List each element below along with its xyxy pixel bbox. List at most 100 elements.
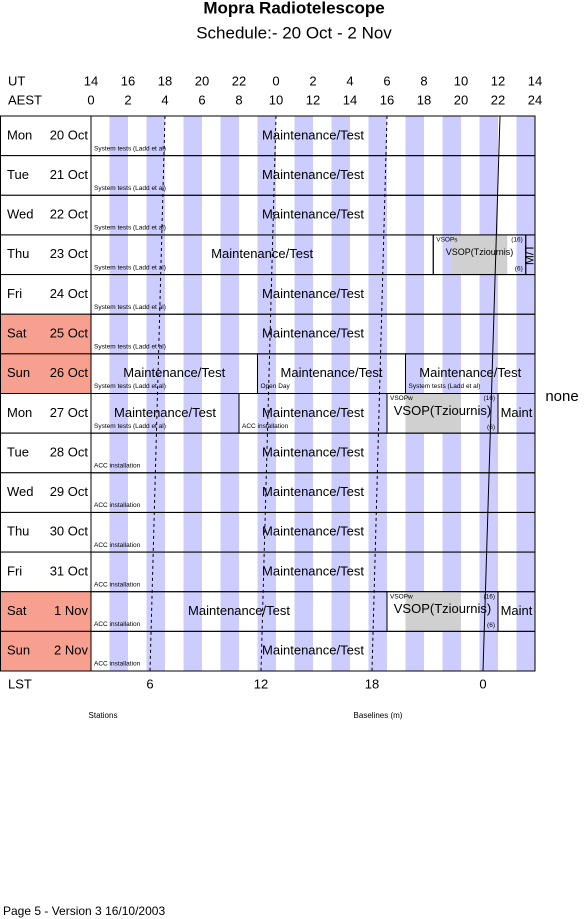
lst-label: LST	[8, 676, 32, 691]
ut-tick: 8	[420, 73, 427, 88]
block-note: System tests (Ladd et al)	[94, 344, 166, 351]
block-note: System tests (Ladd et al)	[94, 145, 166, 152]
aest-tick: 2	[124, 92, 131, 107]
day-cell	[0, 591, 92, 632]
day-date: 20 Oct	[50, 127, 89, 142]
block-note: ACC installation	[242, 423, 289, 430]
day-date: 2 Nov	[54, 643, 88, 658]
day-date: 22 Oct	[50, 207, 89, 222]
stations-label: Stations	[89, 711, 118, 720]
block-tag: VSOPw	[390, 395, 413, 402]
block-note: Open Day	[261, 383, 291, 390]
day-date: 24 Oct	[50, 286, 89, 301]
block-label: VSOP(Tziournis)	[446, 247, 514, 257]
count-top: (16)	[483, 593, 495, 600]
block-label: Maintenance/Test	[188, 603, 290, 618]
block-label: Maintenance/Test	[281, 365, 383, 380]
day-name: Wed	[7, 484, 34, 499]
block-label: Maintenance/Test	[419, 365, 521, 380]
day-name: Mon	[7, 127, 32, 142]
day-date: 26 Oct	[50, 365, 89, 380]
block-label: VSOP(Tziournis)	[394, 403, 492, 418]
lst-line	[482, 115, 501, 672]
block-note: System tests (Ladd et al)	[94, 185, 166, 192]
side-note: none	[545, 388, 578, 405]
block-label: Maintenance/Test	[262, 524, 364, 539]
vsop-shade	[451, 234, 508, 275]
block-label: Maintenance/Test	[262, 207, 364, 222]
lst-tick: 12	[254, 676, 268, 691]
count-bottom: (6)	[487, 424, 495, 431]
ut-tick: 14	[84, 73, 98, 88]
block-label: Maint	[501, 405, 533, 420]
block-note: ACC installation	[94, 502, 141, 509]
day-name: Tue	[7, 444, 29, 459]
block-note: ACC installation	[94, 621, 141, 628]
block-note: ACC installation	[94, 581, 141, 588]
block-label: Maintenance/Test	[262, 484, 364, 499]
aest-tick: 4	[161, 92, 168, 107]
day-date: 25 Oct	[50, 325, 89, 340]
day-name: Fri	[7, 563, 22, 578]
day-date: 27 Oct	[50, 405, 89, 420]
day-name: Sun	[7, 643, 30, 658]
block-label: Maintenance/Test	[262, 444, 364, 459]
aest-tick: 24	[528, 92, 542, 107]
block-tag: VSOPw	[390, 593, 413, 600]
block-label: VSOP(Tziournis)	[394, 601, 492, 616]
block-note: System tests (Ladd et al)	[409, 383, 481, 390]
day-cell	[0, 155, 92, 196]
ut-tick: 6	[383, 73, 390, 88]
title: Mopra Radiotelescope	[203, 0, 384, 17]
day-cell	[0, 353, 92, 395]
day-name: Fri	[7, 286, 22, 301]
block-note: System tests (Ladd et al)	[94, 304, 166, 311]
day-cell	[0, 630, 92, 672]
block-label: Maintenance/Test	[211, 246, 313, 261]
day-name: Mon	[7, 405, 32, 420]
count-top: (16)	[511, 237, 523, 244]
block-label: Maintenance/Test	[262, 127, 364, 142]
lst-tick: 18	[365, 676, 379, 691]
lst-tick: 6	[146, 676, 153, 691]
block-label: Maintenance/Test	[123, 365, 225, 380]
block-note: ACC installation	[94, 542, 141, 549]
ut-tick: 4	[346, 73, 353, 88]
baselines-label: Baselines (m)	[354, 711, 403, 720]
day-cell	[0, 274, 92, 315]
block-label: Maintenance/Test	[114, 405, 216, 420]
aest-tick: 10	[269, 92, 283, 107]
ut-tick: 20	[195, 73, 209, 88]
ut-tick: 22	[232, 73, 246, 88]
block-note: System tests (Ladd et al)	[94, 423, 166, 430]
day-cell	[0, 115, 92, 157]
schedule-grid: 14 16 18 20 22 0 2 4 6 8 10 12 140 2 4 6 8 10 12 14 16 18 20 22…	[0, 73, 542, 691]
block-note: ACC installation	[94, 463, 141, 470]
block-note: System tests (Ladd et al)	[94, 383, 166, 390]
aest-tick: 20	[454, 92, 468, 107]
block-label: Maintenance/Test	[262, 167, 364, 182]
day-date: 28 Oct	[50, 444, 89, 459]
block-label: Maint	[501, 603, 533, 618]
aest-tick: 22	[491, 92, 505, 107]
ut-tick: 10	[454, 73, 468, 88]
day-name: Tue	[7, 167, 29, 182]
day-cell	[0, 393, 92, 434]
block-label: Maintenance/Test	[262, 405, 364, 420]
block-label: Maintenance/Test	[262, 643, 364, 658]
day-date: 31 Oct	[50, 563, 89, 578]
day-date: 30 Oct	[50, 524, 89, 539]
ut-tick: 16	[121, 73, 135, 88]
day-cell	[0, 472, 92, 513]
count-bottom: (6)	[515, 265, 523, 272]
lst-tick: 0	[479, 676, 486, 691]
block-label: Maintenance/Test	[262, 286, 364, 301]
lst-line	[260, 115, 277, 672]
block-note: System tests (Ladd et al)	[94, 264, 166, 271]
day-name: Sat	[7, 325, 27, 340]
block-label: Maintenance/Test	[262, 563, 364, 578]
ut-label: UT	[8, 73, 25, 88]
day-cell	[0, 511, 92, 553]
footer: Page 5 - Version 3 16/10/2003	[3, 904, 165, 918]
